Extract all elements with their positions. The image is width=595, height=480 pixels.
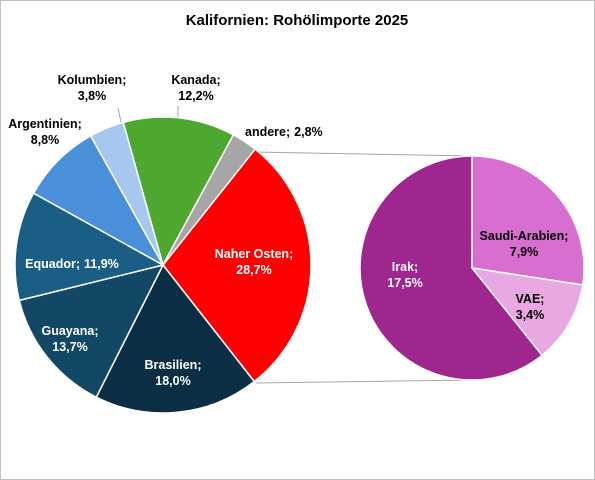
category-label: Equador <box>25 257 76 271</box>
category-label: Kanada <box>171 73 217 87</box>
value-label: 3,4% <box>516 308 545 322</box>
pie-slice <box>162 133 257 266</box>
value-label: 12,2% <box>178 89 213 103</box>
data-label: VAE; 3,4% <box>516 292 545 322</box>
category-label: Brasilien <box>145 358 198 372</box>
data-label: Saudi-Arabien; 7,9% <box>480 229 569 259</box>
data-label: Equador; 11,9% <box>25 257 119 271</box>
data-label: andere; 2,8% <box>245 125 323 139</box>
category-label: VAE <box>516 292 541 306</box>
category-label: Irak <box>392 260 414 274</box>
label-separator: ; <box>540 292 544 306</box>
connector-line <box>252 151 473 157</box>
pie-slice <box>18 263 165 399</box>
category-label: Kolumbien <box>58 73 123 87</box>
label-separator: ; <box>76 257 80 271</box>
data-label: Brasilien; 18,0% <box>145 358 202 388</box>
label-separator: ; <box>78 117 82 131</box>
data-label: Argentinien; 8,8% <box>8 117 82 147</box>
pie-slice <box>32 134 165 267</box>
category-label: Naher Osten <box>215 247 289 261</box>
data-label: Naher Osten; 28,7% <box>215 247 294 277</box>
connector-line <box>255 379 473 384</box>
chart-title: Kalifornien: Rohölimporte 2025 <box>186 12 409 29</box>
value-label: 13,7% <box>52 340 87 354</box>
value-label: 28,7% <box>236 263 271 277</box>
label-separator: ; <box>94 324 98 338</box>
category-label: Argentinien <box>8 117 77 131</box>
value-label: 7,9% <box>510 245 539 259</box>
label-separator: ; <box>122 73 126 87</box>
label-separator: ; <box>197 358 201 372</box>
pie-slice <box>122 116 235 267</box>
data-label: Kanada; 12,2% <box>171 73 220 103</box>
data-label: Guayana; 13,7% <box>42 324 99 354</box>
category-label: Guayana <box>42 324 96 338</box>
value-label: 8,8% <box>31 133 60 147</box>
pie-slice <box>359 155 544 381</box>
category-label: Saudi-Arabien <box>480 229 565 243</box>
label-separator: ; <box>414 260 418 274</box>
value-label: 3,8% <box>78 89 107 103</box>
label-separator: ; <box>564 229 568 243</box>
pie-slice <box>470 266 584 357</box>
category-label: andere <box>245 125 286 139</box>
pie-slice <box>95 263 256 414</box>
pie-slice <box>471 155 585 286</box>
pie-slice <box>14 192 166 302</box>
value-label: 17,5% <box>387 276 422 290</box>
pie-slice <box>162 148 312 383</box>
value-label: 2,8% <box>294 125 323 139</box>
data-label: Irak; 17,5% <box>387 260 422 290</box>
label-separator: ; <box>216 73 220 87</box>
data-label: Kolumbien; 3,8% <box>58 73 127 103</box>
value-label: 11,9% <box>84 257 119 271</box>
label-separator: ; <box>286 125 290 139</box>
label-separator: ; <box>289 247 293 261</box>
value-label: 18,0% <box>155 374 190 388</box>
